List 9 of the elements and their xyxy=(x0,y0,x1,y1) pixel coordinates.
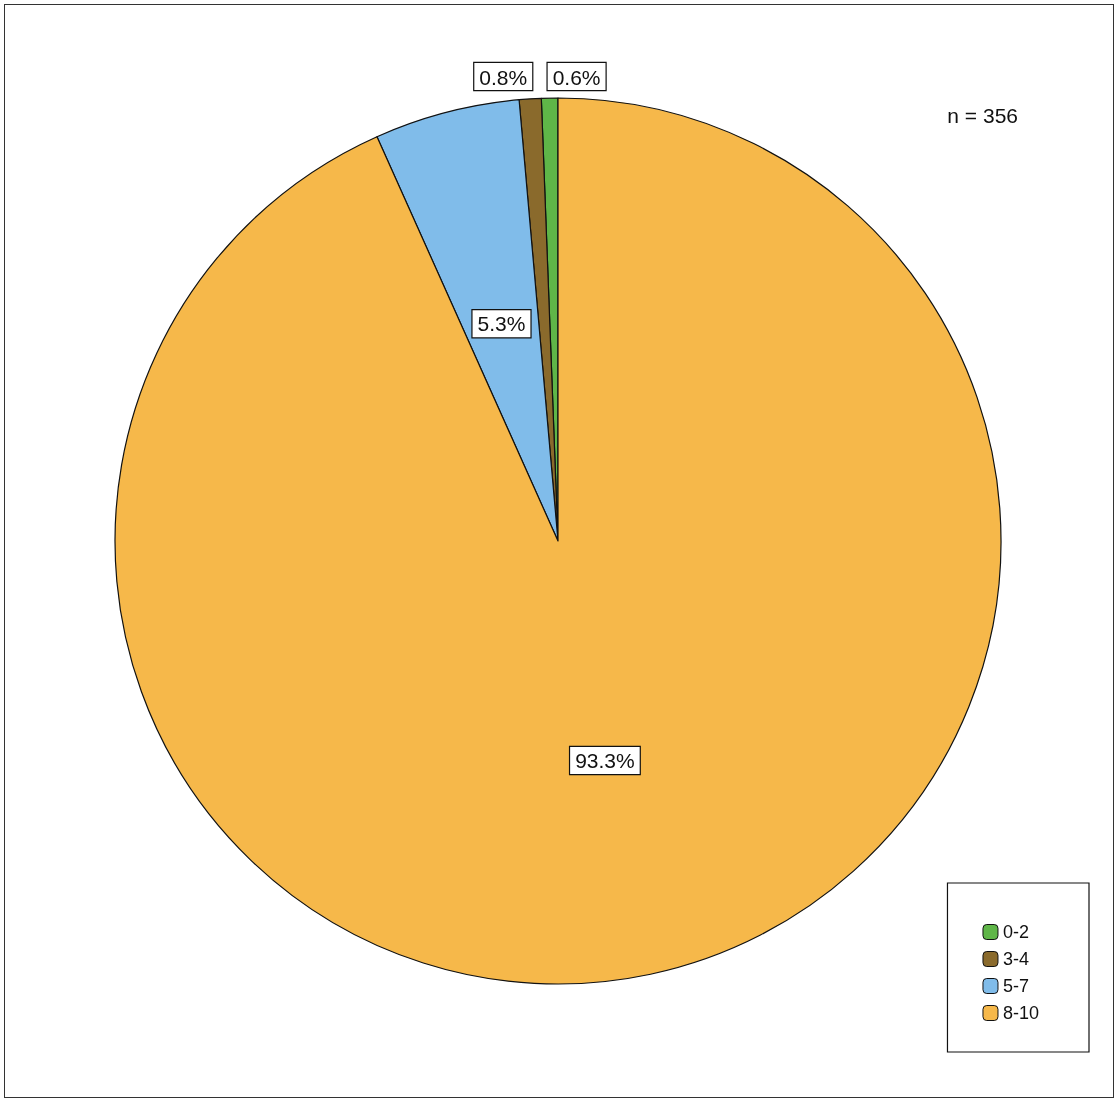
text: n = 356 xyxy=(947,104,1019,127)
data-label: 0.6% xyxy=(552,66,601,89)
legend-label: 0-2 xyxy=(1002,922,1029,942)
legend-label: 3-4 xyxy=(1002,949,1029,969)
data-label: 0.8% xyxy=(479,66,528,89)
data-label: 93.3% xyxy=(575,749,635,773)
legend-label: 8-10 xyxy=(1002,1003,1039,1023)
legend-label: 5-7 xyxy=(1002,976,1029,996)
data-label: 5.3% xyxy=(477,312,526,336)
